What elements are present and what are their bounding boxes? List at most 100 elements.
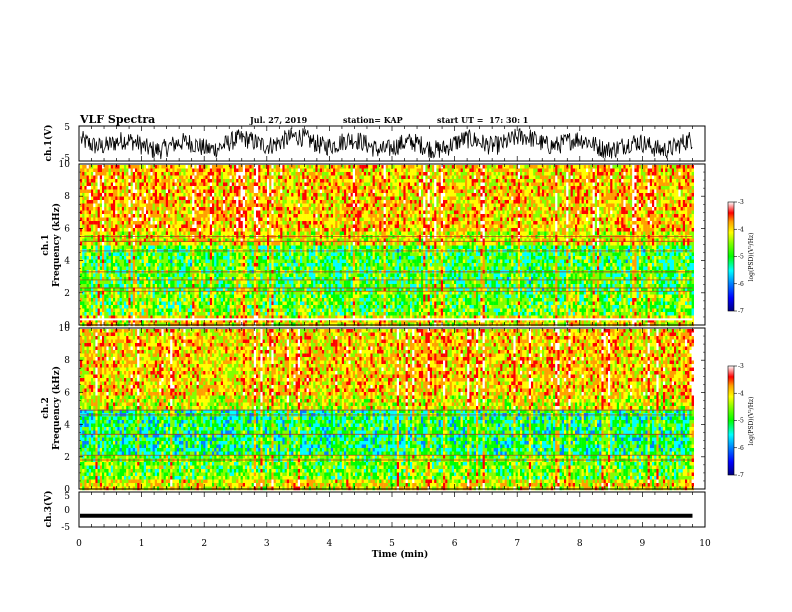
spectrogram-cell (188, 186, 190, 190)
spectrogram-cell (120, 165, 122, 169)
spectrogram-cell (221, 211, 223, 215)
spectrogram-cell (177, 256, 179, 260)
spectrogram-cell (190, 323, 192, 327)
spectrogram-cell (157, 228, 159, 232)
spectrogram-cell (139, 256, 141, 260)
spectrogram-cell (124, 302, 126, 306)
spectrogram-cell (214, 239, 216, 243)
spectrogram-cell (208, 169, 210, 173)
spectrogram-cell (133, 263, 135, 267)
spectrogram-cell (122, 281, 124, 285)
spectrogram-cell (131, 200, 133, 204)
spectrogram-cell (170, 193, 172, 197)
spectrogram-cell (82, 298, 84, 302)
spectrogram-cell (87, 281, 89, 285)
spectrogram-cell (181, 239, 183, 243)
spectrogram-cell (175, 211, 177, 215)
spectrogram-cell (179, 197, 181, 201)
spectrogram-cell (194, 305, 196, 309)
spectrogram-cell (210, 193, 212, 197)
spectrogram-cell (175, 260, 177, 264)
spectrogram-cell (188, 267, 190, 271)
spectrogram-cell (194, 204, 196, 208)
spectrogram-cell (137, 172, 139, 176)
spectrogram-cell (133, 225, 135, 229)
spectrogram-cell (93, 221, 95, 225)
spectrogram-cell (199, 225, 201, 229)
spectrogram-cell (177, 186, 179, 190)
spectrogram-cell (175, 256, 177, 260)
spectrogram-cell (194, 253, 196, 257)
spectrogram-cell (194, 183, 196, 187)
spectrogram-cell (80, 232, 82, 236)
spectrogram-cell (153, 232, 155, 236)
spectrogram-cell (100, 200, 102, 204)
spectrogram-cell (192, 298, 194, 302)
spectrogram-cell (100, 312, 102, 316)
spectrogram-cell (172, 183, 174, 187)
spectrogram-cell (93, 281, 95, 285)
spectrogram-cell (201, 284, 203, 288)
spectrogram-cell (177, 190, 179, 194)
spectrogram-cell (120, 235, 122, 239)
spectrogram-cell (84, 260, 86, 264)
spectrogram-cell (175, 284, 177, 288)
spectrogram-cell (212, 256, 214, 260)
spectrogram-cell (197, 239, 199, 243)
spectrogram-cell (150, 281, 152, 285)
spectrogram-cell (214, 211, 216, 215)
spectrogram-cell (146, 179, 148, 183)
spectrogram-cell (150, 225, 152, 229)
spectrogram-cell (89, 204, 91, 208)
spectrogram-cell (106, 295, 108, 299)
spectrogram-cell (106, 309, 108, 313)
spectrogram-cell (157, 242, 159, 246)
spectrogram-cell (113, 256, 115, 260)
spectrogram-cell (214, 274, 216, 278)
spectrogram-cell (172, 263, 174, 267)
spectrogram-cell (95, 232, 97, 236)
spectrogram-cell (216, 172, 218, 176)
spectrogram-cell (155, 274, 157, 278)
spectrogram-cell (137, 221, 139, 225)
spectrogram-cell (201, 193, 203, 197)
spectrogram-cell (146, 228, 148, 232)
spectrogram-cell (177, 204, 179, 208)
spectrogram-cell (227, 183, 229, 187)
spectrogram-cell (120, 281, 122, 285)
spectrogram-cell (126, 225, 128, 229)
spectrogram-cell (225, 179, 227, 183)
spectrogram-cell (172, 267, 174, 271)
spectrogram-cell (124, 235, 126, 239)
spectrogram-cell (82, 263, 84, 267)
spectrogram-cell (133, 172, 135, 176)
spectrogram-cell (221, 312, 223, 316)
spectrogram-cell (186, 197, 188, 201)
spectrogram-cell (197, 169, 199, 173)
spectrogram-cell (175, 169, 177, 173)
spectrogram-cell (159, 197, 161, 201)
spectrogram-cell (155, 197, 157, 201)
spectrogram-cell (172, 274, 174, 278)
spectrogram-cell (155, 221, 157, 225)
spectrogram-cell (214, 263, 216, 267)
spectrogram-cell (91, 242, 93, 246)
spectrogram-cell (166, 263, 168, 267)
spectrogram-cell (131, 218, 133, 222)
spectrogram-cell (104, 186, 106, 190)
spectrogram-cell (216, 169, 218, 173)
spectrogram-cell (190, 211, 192, 215)
spectrogram-cell (221, 284, 223, 288)
spectrogram-cell (205, 302, 207, 306)
spectrogram-cell (95, 207, 97, 211)
spectrogram-cell (106, 165, 108, 169)
spectrogram-cell (186, 211, 188, 215)
spectrogram-cell (181, 172, 183, 176)
spectrogram-cell (161, 176, 163, 180)
spectrogram-cell (95, 302, 97, 306)
spectrogram-cell (91, 183, 93, 187)
spectrogram-cell (104, 263, 106, 267)
spectrogram-cell (115, 179, 117, 183)
spectrogram-cell (216, 253, 218, 257)
spectrogram-cell (144, 204, 146, 208)
